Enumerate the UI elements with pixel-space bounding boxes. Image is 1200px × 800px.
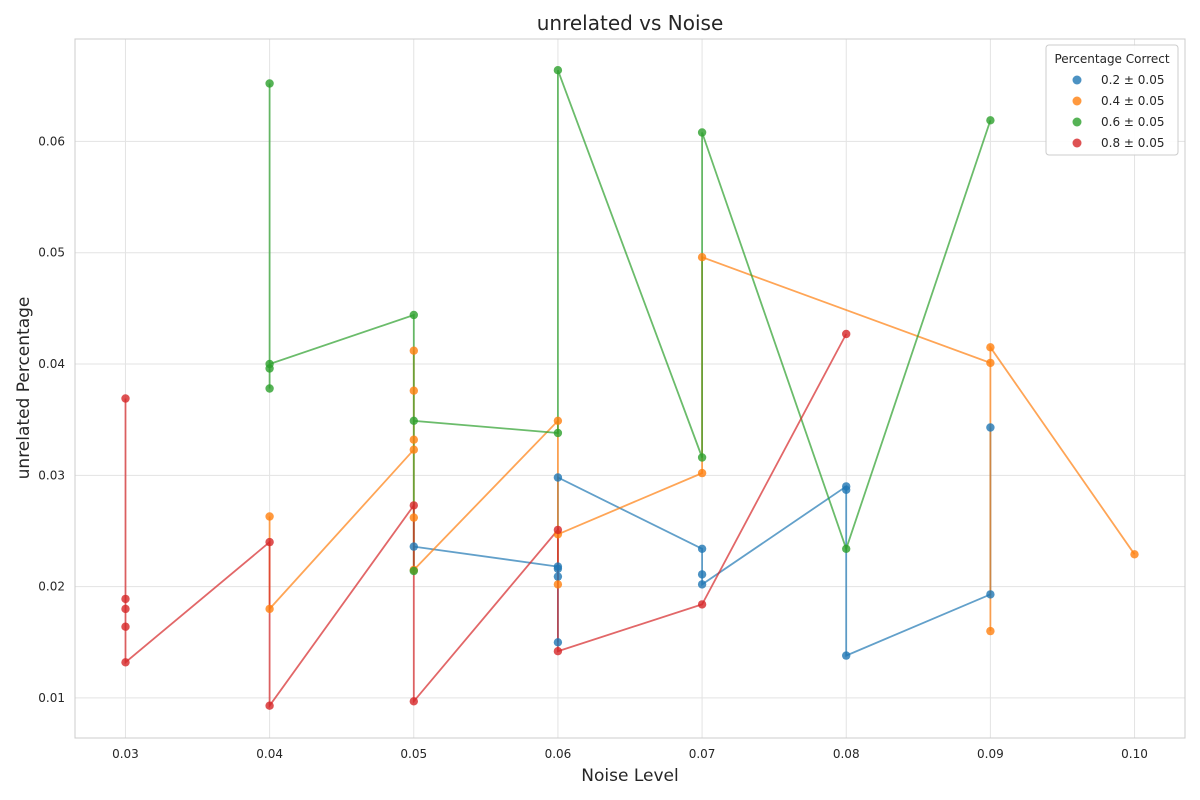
data-point-series-2 <box>265 512 274 521</box>
data-point-series-3 <box>409 416 418 425</box>
legend: Percentage Correct 0.2 ± 0.050.4 ± 0.050… <box>1045 44 1179 156</box>
legend-items: 0.2 ± 0.05 0.4 ± 0.05 0.6 ± 0.05 0.8 ± 0.05 <box>1072 73 1165 150</box>
data-point-series-2 <box>553 416 563 425</box>
y-tick-label: 0.02 <box>38 580 65 594</box>
data-point-series-2 <box>409 435 418 444</box>
data-point-series-1 <box>842 485 851 494</box>
y-tick-label: 0.04 <box>38 357 65 371</box>
data-point-series-2 <box>409 346 418 355</box>
data-point-series-1 <box>553 572 563 581</box>
plot-frame <box>74 38 1186 739</box>
data-point-series-2 <box>697 253 707 262</box>
x-tick-label: 0.05 <box>400 747 427 761</box>
legend-marker-3 <box>1072 117 1082 127</box>
y-tick-label: 0.06 <box>38 134 65 148</box>
data-point-series-4 <box>121 594 130 604</box>
data-point-series-3 <box>697 128 707 137</box>
x-tick-label: 0.07 <box>689 747 716 761</box>
x-tick-label: 0.06 <box>545 747 572 761</box>
x-tick-label: 0.03 <box>112 747 139 761</box>
legend-label-1: 0.2 ± 0.05 <box>1101 73 1165 87</box>
data-point-series-1 <box>697 570 707 579</box>
chart-title: unrelated vs Noise <box>537 11 724 35</box>
data-point-series-4 <box>697 600 707 609</box>
data-point-series-3 <box>553 66 563 75</box>
legend-title: Percentage Correct <box>1054 52 1169 66</box>
data-point-series-1 <box>553 473 563 482</box>
data-point-series-2 <box>409 513 418 522</box>
data-point-series-1 <box>986 590 995 599</box>
data-point-series-2 <box>1130 550 1139 559</box>
legend-box <box>1045 44 1179 156</box>
data-point-series-3 <box>553 428 563 438</box>
data-point-series-3 <box>697 453 707 462</box>
y-tick-label: 0.01 <box>38 691 65 705</box>
y-axis-ticks: 0.01 0.02 0.03 0.04 0.05 0.06 <box>38 134 65 705</box>
data-point-series-3 <box>409 310 418 320</box>
data-point-series-1 <box>986 423 995 432</box>
data-point-series-3 <box>265 384 274 393</box>
data-point-series-2 <box>697 468 707 478</box>
data-point-series-4 <box>842 329 851 339</box>
legend-label-3: 0.6 ± 0.05 <box>1101 115 1165 129</box>
data-point-series-1 <box>842 651 851 660</box>
data-point-series-1 <box>409 542 418 551</box>
x-tick-label: 0.09 <box>977 747 1004 761</box>
data-point-series-4 <box>121 394 130 403</box>
data-point-series-3 <box>265 364 274 373</box>
data-point-series-1 <box>553 564 563 573</box>
data-point-series-4 <box>121 622 130 631</box>
series-points <box>121 66 1139 710</box>
data-point-series-2 <box>986 343 995 352</box>
y-tick-label: 0.05 <box>38 246 65 260</box>
y-axis-label: unrelated Percentage <box>14 297 34 480</box>
data-point-series-4 <box>121 604 130 614</box>
data-point-series-2 <box>986 358 995 368</box>
data-point-series-2 <box>265 604 274 614</box>
legend-marker-1 <box>1072 75 1082 85</box>
x-tick-label: 0.08 <box>833 747 860 761</box>
legend-label-4: 0.8 ± 0.05 <box>1101 136 1165 150</box>
legend-marker-4 <box>1072 138 1082 148</box>
legend-label-2: 0.4 ± 0.05 <box>1101 94 1165 108</box>
data-point-series-3 <box>265 79 274 88</box>
data-point-series-1 <box>697 544 707 553</box>
data-point-series-1 <box>697 580 707 589</box>
data-point-series-4 <box>265 537 274 547</box>
data-point-series-3 <box>842 544 851 553</box>
series-line-4 <box>124 333 847 709</box>
data-point-series-4 <box>409 697 418 706</box>
data-point-series-3 <box>409 566 418 576</box>
x-axis-label: Noise Level <box>581 766 678 786</box>
data-point-series-3 <box>986 116 995 125</box>
y-tick-label: 0.03 <box>38 468 65 482</box>
data-point-series-4 <box>553 525 563 535</box>
data-point-series-4 <box>121 658 130 667</box>
data-point-series-4 <box>265 701 274 710</box>
data-point-series-2 <box>986 626 995 636</box>
legend-marker-2 <box>1072 96 1082 106</box>
data-point-series-2 <box>409 386 418 395</box>
data-point-series-2 <box>553 580 563 589</box>
x-axis-ticks: 0.03 0.04 0.05 0.06 0.07 0.08 0.09 0.10 <box>112 747 1148 761</box>
data-point-series-4 <box>409 501 418 510</box>
data-point-series-1 <box>553 638 563 647</box>
data-point-series-2 <box>409 445 418 454</box>
x-tick-label: 0.10 <box>1121 747 1148 761</box>
x-tick-label: 0.04 <box>256 747 283 761</box>
data-point-series-4 <box>553 647 563 656</box>
